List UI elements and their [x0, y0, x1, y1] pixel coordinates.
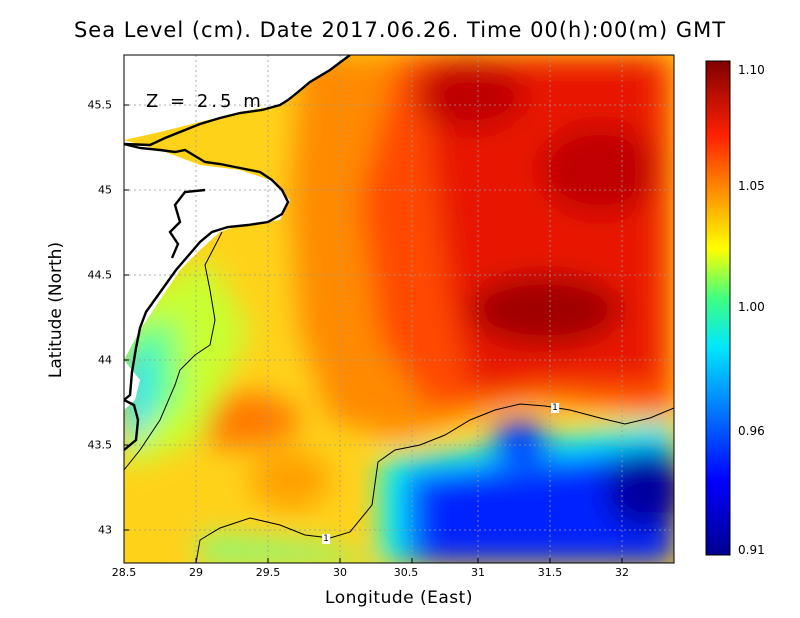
y-axis-label: Latitude (North)	[46, 241, 66, 379]
x-tick-label: 29	[189, 566, 203, 579]
colorbar-tick-label: 1.00	[738, 300, 765, 314]
x-tick-label: 30	[333, 566, 347, 579]
x-tick-label: 31	[471, 566, 485, 579]
contour-line	[124, 231, 674, 563]
y-tick-label: 44.5	[87, 268, 113, 282]
sea-level-field	[124, 55, 674, 563]
y-tick-label: 45.5	[87, 98, 113, 112]
x-tick-label: 31.5	[537, 566, 563, 579]
coastline	[124, 55, 351, 451]
x-tick-label: 32	[615, 566, 629, 579]
colorbar-tick-label: 0.96	[738, 424, 765, 438]
y-tick-label: 45	[98, 183, 112, 197]
map-title: Sea Level (cm). Date 2017.06.26. Time 00…	[73, 18, 727, 42]
depth-label: Z = 2.5 m	[146, 91, 264, 112]
colorbar	[705, 60, 731, 556]
x-tick-label: 30.5	[393, 566, 419, 579]
contour-label: 1	[322, 534, 330, 544]
y-tick-label: 44	[98, 353, 112, 367]
colorbar-tick-label: 0.91	[738, 543, 765, 557]
grid-lines	[124, 55, 674, 563]
plot-frame	[123, 54, 675, 564]
colorbar-tick-label: 1.05	[738, 179, 765, 193]
y-tick-label: 43.5	[87, 438, 113, 452]
x-tick-label: 29.5	[255, 566, 281, 579]
x-axis-label: Longitude (East)	[325, 588, 473, 608]
tick-marks	[124, 104, 623, 563]
y-tick-label: 43	[98, 523, 112, 537]
x-tick-label: 28.5	[111, 566, 137, 579]
colorbar-tick-label: 1.10	[738, 63, 765, 77]
contour-label: 1	[551, 403, 559, 413]
